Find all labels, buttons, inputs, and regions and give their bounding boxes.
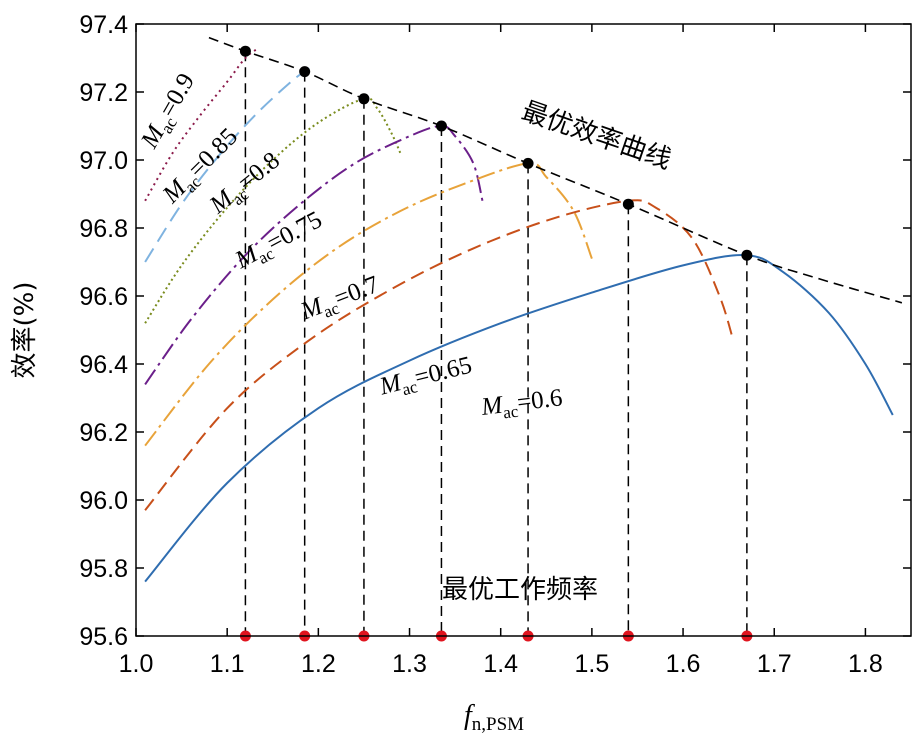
series-line: [144, 97, 402, 324]
series-curves: [144, 46, 894, 583]
x-tick-label: 1.2: [301, 650, 336, 678]
x-tick-label: 1.0: [119, 650, 154, 678]
series-label: Mac=0.7: [296, 271, 384, 329]
optimal-point: [299, 66, 311, 78]
optimal-points: [239, 45, 753, 261]
y-tick-label: 95.8: [79, 555, 128, 583]
optimal-point: [522, 157, 534, 169]
y-tick-label: 97.4: [79, 11, 128, 39]
x-tick-label: 1.1: [210, 650, 245, 678]
y-tick-label: 96.6: [79, 283, 128, 311]
series-label: Mac=0.65: [376, 352, 475, 405]
series-line: [144, 199, 735, 511]
plot-frame: [135, 23, 912, 637]
y-tick-label: 96.0: [79, 487, 128, 515]
optimal-point: [239, 45, 251, 57]
optimal-efficiency-curve-label: 最优效率曲线: [518, 96, 675, 175]
y-axis-label: 效率(%): [10, 282, 40, 379]
series-line: [144, 162, 593, 447]
series-line: [144, 67, 310, 263]
x-tick-label: 1.7: [757, 650, 792, 678]
y-tick-label: 97.2: [79, 79, 128, 107]
x-axis-label-main: f: [464, 700, 475, 731]
series-line: [144, 124, 484, 385]
y-tick-label: 96.8: [79, 215, 128, 243]
y-tick-label: 97.0: [79, 147, 128, 175]
y-tick-label: 95.6: [79, 623, 128, 651]
x-axis-label: fn,PSM: [464, 700, 524, 735]
y-tick-label: 96.4: [79, 351, 128, 379]
vertical-reference-lines: [244, 51, 748, 636]
optimal-point: [622, 198, 634, 210]
x-tick-label: 1.3: [392, 650, 427, 678]
series-label: Mac=0.9: [136, 69, 204, 156]
optimal-operating-frequency-label: 最优工作频率: [442, 575, 598, 605]
optimal-curve-line: [208, 36, 903, 304]
x-tick-label: 1.5: [574, 650, 609, 678]
series-line: [144, 254, 894, 583]
optimal-point: [435, 120, 447, 132]
x-axis-label-sub: n,PSM: [472, 714, 524, 735]
x-tick-label: 1.8: [848, 650, 883, 678]
y-axis-ticks: 95.6 95.8 96.0 96.2 96.4 96.6 96.8 97.0 97.2 97.4: [79, 11, 911, 651]
optimal-point: [741, 249, 753, 261]
x-tick-label: 1.4: [483, 650, 518, 678]
optimal-point: [358, 93, 370, 105]
series-label: Mac=0.6: [479, 384, 564, 425]
optimal-efficiency-curve: [208, 36, 903, 304]
series-labels: Mac=0.9Mac=0.85Mac=0.8Mac=0.75Mac=0.7Mac…: [136, 69, 564, 425]
x-axis-ticks: 1.0 1.1 1.2 1.3 1.4 1.5 1.6 1.7 1.8: [119, 24, 883, 678]
y-tick-label: 96.2: [79, 419, 128, 447]
x-tick-label: 1.6: [666, 650, 701, 678]
